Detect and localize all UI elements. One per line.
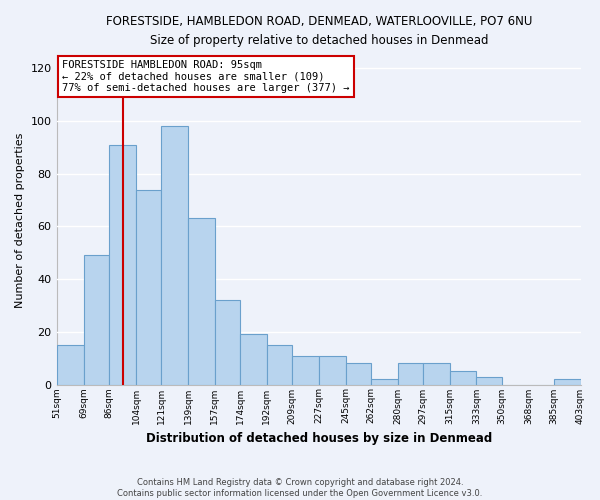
Bar [267, 345, 292, 385]
Bar [319, 356, 346, 384]
Bar [57, 345, 84, 385]
Bar [84, 256, 109, 384]
Bar [109, 144, 136, 384]
Bar [215, 300, 240, 384]
Bar [292, 356, 319, 384]
Bar [371, 379, 398, 384]
Bar [240, 334, 267, 384]
Bar [136, 190, 161, 384]
Bar [476, 376, 502, 384]
Bar [161, 126, 188, 384]
Bar [398, 364, 423, 384]
X-axis label: Distribution of detached houses by size in Denmead: Distribution of detached houses by size … [146, 432, 492, 445]
Text: FORESTSIDE HAMBLEDON ROAD: 95sqm
← 22% of detached houses are smaller (109)
77% : FORESTSIDE HAMBLEDON ROAD: 95sqm ← 22% o… [62, 60, 350, 94]
Title: FORESTSIDE, HAMBLEDON ROAD, DENMEAD, WATERLOOVILLE, PO7 6NU
Size of property rel: FORESTSIDE, HAMBLEDON ROAD, DENMEAD, WAT… [106, 15, 532, 47]
Bar [188, 218, 215, 384]
Bar [346, 364, 371, 384]
Y-axis label: Number of detached properties: Number of detached properties [15, 132, 25, 308]
Bar [423, 364, 449, 384]
Text: Contains HM Land Registry data © Crown copyright and database right 2024.
Contai: Contains HM Land Registry data © Crown c… [118, 478, 482, 498]
Bar [449, 372, 476, 384]
Bar [554, 379, 581, 384]
